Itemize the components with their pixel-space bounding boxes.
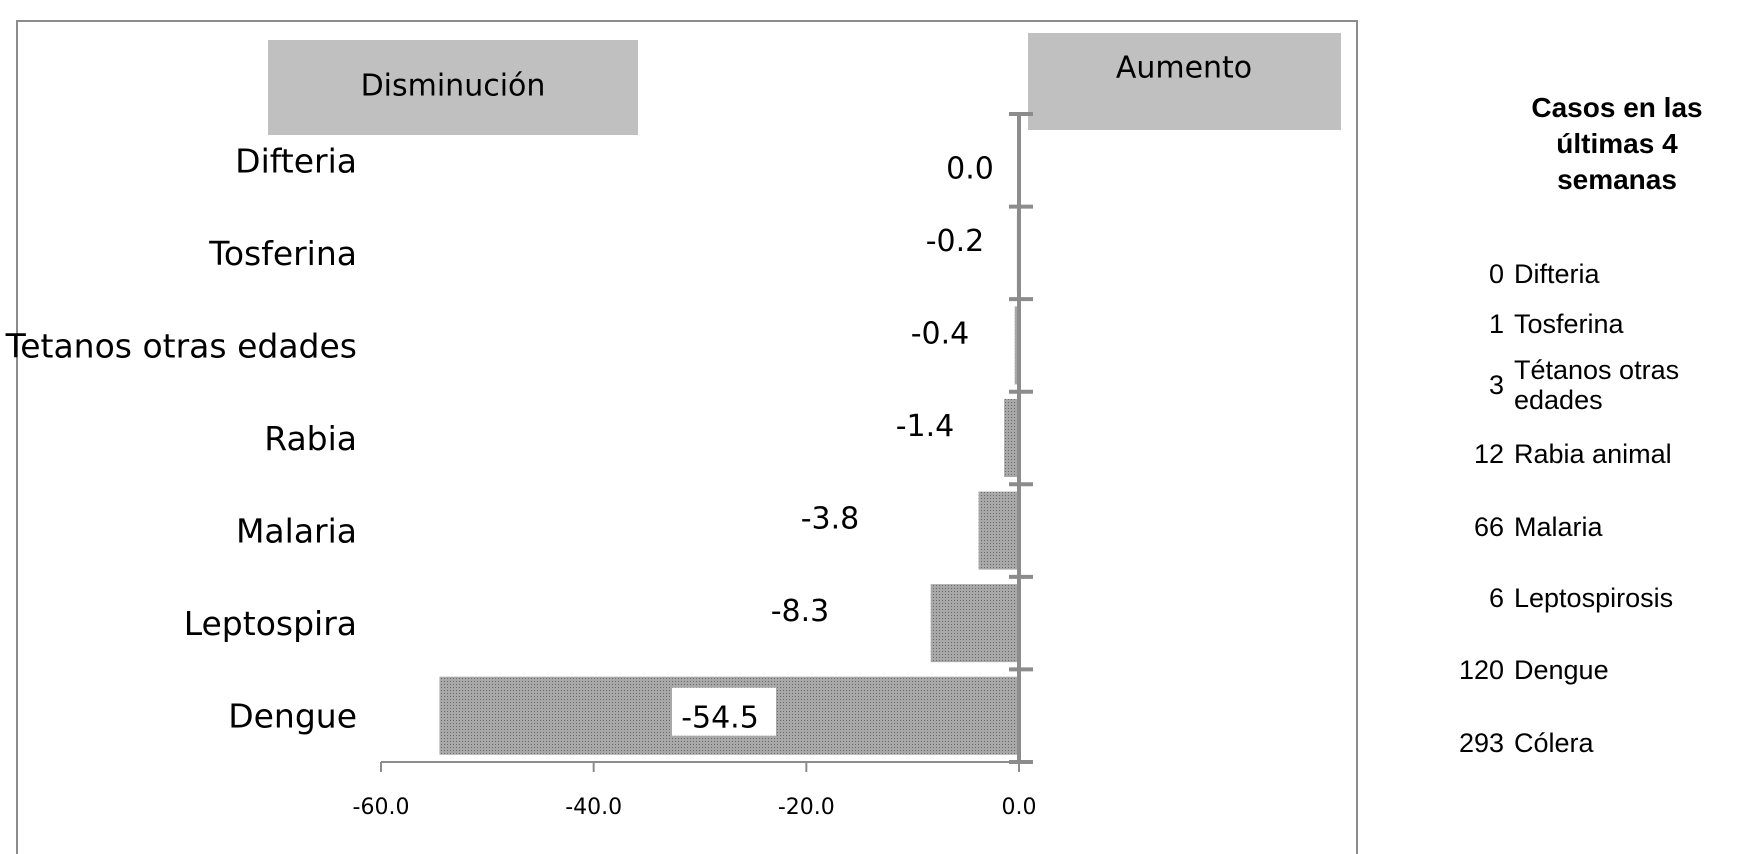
recent-cases-disease: Rabia animal: [1514, 439, 1672, 469]
recent-cases-title-line: Casos en las: [1531, 92, 1703, 123]
decrease-box: [268, 40, 638, 135]
recent-cases-disease: Malaria: [1514, 512, 1603, 542]
value-label: -54.5: [681, 701, 759, 736]
axis-layer: -60.0 -40.0 -20.0 0.0: [353, 112, 1037, 820]
x-tick-label: 0.0: [1002, 795, 1037, 820]
recent-cases-row: 120 Dengue: [1440, 640, 1752, 700]
recent-cases-count: 0: [1488, 259, 1504, 289]
category-label: Rabia: [264, 419, 357, 458]
bar: [930, 584, 1019, 663]
recent-cases-row: 6 Leptospirosis: [1440, 568, 1752, 628]
x-tick-label: -60.0: [353, 795, 410, 820]
value-label: 0.0: [946, 151, 994, 186]
recent-cases-disease: Tosferina: [1514, 309, 1624, 339]
category-label: Malaria: [236, 512, 357, 551]
bars-layer: [439, 213, 1019, 755]
category-label: Leptospira: [184, 604, 357, 643]
recent-cases-count: 1: [1488, 309, 1504, 339]
recent-cases-count: 3: [1488, 370, 1504, 400]
bar: [1004, 399, 1019, 477]
bar: [1014, 306, 1019, 385]
category-label: Tosferina: [208, 234, 357, 273]
recent-cases-disease: Dengue: [1514, 655, 1609, 685]
recent-cases-row: 0 Difteria: [1440, 244, 1752, 304]
recent-cases-disease: Difteria: [1514, 259, 1600, 289]
recent-cases-count: 293: [1458, 728, 1504, 758]
value-label: -8.3: [771, 594, 830, 629]
category-label: Dengue: [228, 697, 357, 736]
value-label: -0.2: [926, 224, 985, 259]
recent-cases-row: 293 Cólera: [1440, 713, 1752, 773]
recent-cases-count: 66: [1473, 512, 1504, 542]
increase-box: [1028, 33, 1341, 130]
category-label: Tetanos otras edades: [5, 326, 357, 365]
decrease-label: Disminución: [361, 69, 546, 104]
value-label-background: [672, 687, 776, 736]
recent-cases-row: 1 Tosferina: [1440, 294, 1752, 354]
recent-cases-count: 120: [1458, 655, 1504, 685]
recent-cases-title: Casos en las últimas 4 semanas: [1440, 90, 1752, 198]
x-tick-label: -20.0: [778, 795, 835, 820]
recent-cases-disease: Tétanos otras edades: [1514, 355, 1680, 415]
recent-cases-title-line: últimas 4: [1556, 128, 1678, 159]
labels-layer: Difteria 0.0 Tosferina -0.2 Tetanos otras ed…: [5, 141, 994, 736]
bar: [978, 491, 1019, 570]
recent-cases-disease: Leptospirosis: [1514, 583, 1674, 613]
value-label: -1.4: [896, 409, 955, 444]
recent-cases-count: 6: [1488, 583, 1504, 613]
recent-cases-row: 3 Tétanos otras edades: [1440, 355, 1752, 415]
increase-label: Aumento: [1116, 51, 1252, 86]
x-tick-label: -40.0: [565, 795, 622, 820]
category-label: Difteria: [235, 141, 357, 180]
value-label: -3.8: [801, 502, 860, 537]
recent-cases-disease: Cólera: [1514, 728, 1594, 758]
recent-cases-row: 66 Malaria: [1440, 497, 1752, 557]
recent-cases-title-line: semanas: [1557, 164, 1677, 195]
chart-frame: [16, 20, 1358, 854]
recent-cases-row: 12 Rabia animal: [1440, 424, 1752, 484]
value-label: -0.4: [911, 316, 970, 351]
recent-cases-count: 12: [1473, 439, 1504, 469]
